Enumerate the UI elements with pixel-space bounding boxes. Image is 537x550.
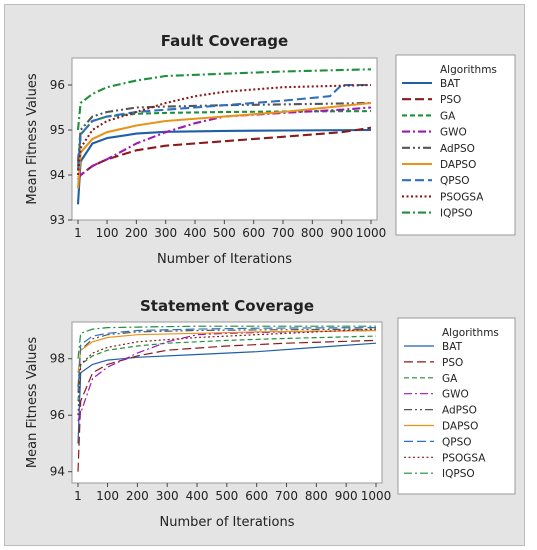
series-line-psogsa (76, 83, 372, 176)
y-tick-label: 94 (50, 168, 65, 182)
legend-label-psogsa: PSOGSA (440, 191, 484, 203)
x-tick-label: 100 (96, 226, 119, 240)
x-tick-label: 200 (125, 226, 148, 240)
x-tick-label: 1 (74, 226, 82, 240)
legend-label-iqpso: IQPSO (440, 208, 473, 220)
legend-box (397, 317, 516, 495)
x-tick-label: 1000 (356, 226, 387, 240)
legend-label-pso: PSO (440, 94, 461, 106)
y-tick-label: 96 (50, 78, 65, 92)
legend-label-dapso: DAPSO (440, 159, 476, 171)
legend-label-ga: GA (442, 373, 458, 385)
legend-label-iqpso: IQPSO (442, 468, 475, 480)
series-line-dapso (77, 329, 377, 373)
series-line-iqpso (76, 68, 372, 131)
x-tick-label: 1000 (361, 489, 392, 503)
legend-label-psogsa: PSOGSA (442, 452, 486, 464)
legend-label-adpso: AdPSO (442, 405, 477, 417)
x-tick-label: 800 (301, 226, 324, 240)
series-line-dapso (76, 101, 372, 189)
y-tick-label: 95 (50, 123, 65, 137)
series-line-ga (77, 335, 377, 402)
y-tick-label: 98 (50, 352, 65, 366)
legend: Algorithms BAT PSO GA GWO AdPSO DAPSO QPSO PSOGS… (395, 54, 516, 236)
legend-label-gwo: GWO (440, 127, 467, 139)
x-tick-label: 300 (154, 226, 177, 240)
x-axis-label: Number of Iterations (160, 515, 295, 530)
chart-panel-2: Statement Coverage 1 100 200 300 400 500 600 700… (25, 297, 516, 530)
x-tick-label: 600 (242, 226, 265, 240)
y-tick-label: 96 (50, 408, 65, 422)
legend-label-qpso: QPSO (440, 175, 470, 187)
series-line-gwo (77, 106, 372, 179)
x-tick-label: 300 (156, 489, 179, 503)
legend-title: Algorithms (440, 64, 497, 76)
x-tick-label: 200 (126, 489, 149, 503)
chart-title: Fault Coverage (161, 32, 288, 50)
series-line-pso (77, 126, 372, 181)
legend-title: Algorithms (442, 327, 499, 339)
x-tick-label: 700 (272, 226, 295, 240)
x-axis-label: Number of Iterations (157, 252, 292, 267)
legend-label-pso: PSO (442, 357, 463, 369)
x-tick-label: 100 (96, 489, 119, 503)
series-line-bat (77, 342, 377, 444)
x-tick-label: 900 (335, 489, 358, 503)
series-line-adpso (76, 101, 372, 162)
plot-area (71, 57, 378, 221)
series-line-pso (77, 339, 377, 472)
y-tick-label: 93 (50, 213, 65, 227)
legend-label-bat: BAT (440, 78, 461, 90)
x-tick-label: 400 (186, 489, 209, 503)
x-tick-label: 800 (305, 489, 328, 503)
legend-box (395, 54, 516, 236)
x-tick-label: 400 (184, 226, 207, 240)
y-axis-label: Mean Fitness Values (25, 337, 40, 468)
legend-label-qpso: QPSO (442, 436, 472, 448)
chart-panel-1: Fault Coverage 1 100 200 300 400 500 600 700 800 9… (25, 32, 516, 267)
legend: Algorithms BAT PSO GA GWO AdPSO DAPSO QPSO PSOGS… (397, 317, 516, 495)
y-tick-label: 94 (50, 465, 65, 479)
x-tick-label: 500 (215, 489, 238, 503)
x-tick-label: 500 (213, 226, 236, 240)
x-tick-label: 900 (330, 226, 353, 240)
legend-label-dapso: DAPSO (442, 421, 478, 433)
series-line-iqpso (77, 325, 376, 359)
x-tick-label: 1 (74, 489, 82, 503)
y-axis-label: Mean Fitness Values (25, 73, 40, 204)
series-line-bat (76, 128, 372, 205)
series-line-qpso (77, 327, 377, 393)
legend-label-ga: GA (440, 110, 456, 122)
chart-title: Statement Coverage (140, 297, 314, 315)
x-tick-label: 700 (275, 489, 298, 503)
x-tick-label: 600 (245, 489, 268, 503)
legend-label-gwo: GWO (442, 389, 469, 401)
series-line-psogsa (77, 328, 377, 416)
legend-label-adpso: AdPSO (440, 143, 475, 155)
legend-label-bat: BAT (442, 341, 463, 353)
